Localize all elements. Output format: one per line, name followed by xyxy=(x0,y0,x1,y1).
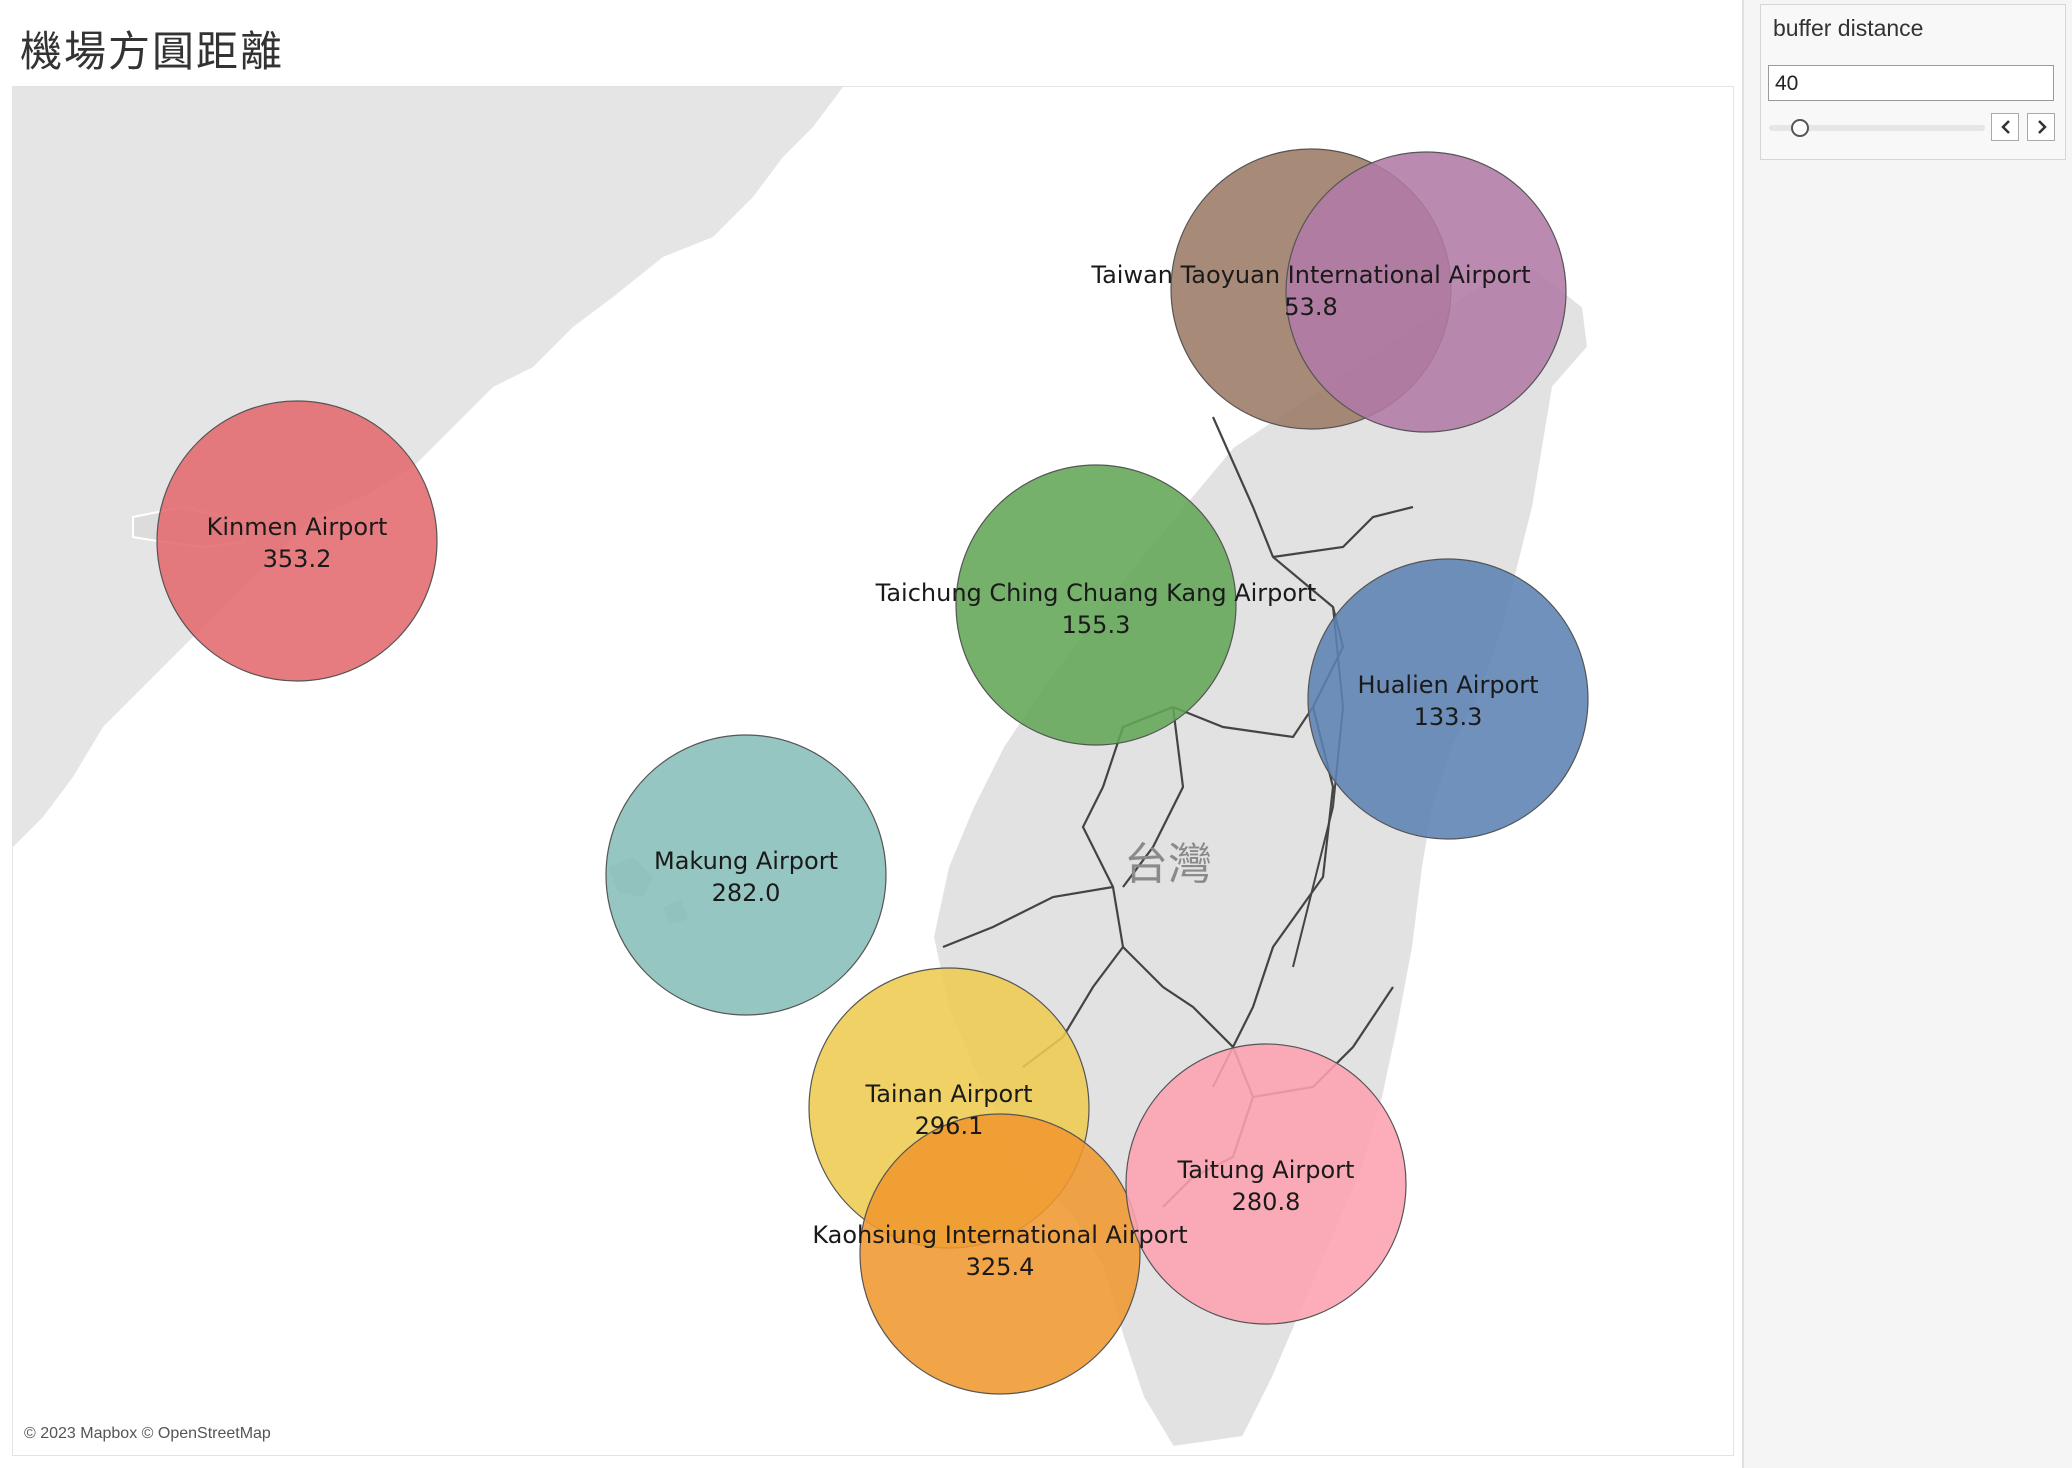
chevron-right-icon xyxy=(2038,120,2047,134)
decrease-button[interactable] xyxy=(1991,113,2019,141)
county-borders xyxy=(942,416,1414,1208)
airport-buffer-circle[interactable] xyxy=(1285,151,1567,433)
mainland-landmass xyxy=(13,87,843,847)
buffer-distance-slider-track[interactable] xyxy=(1769,125,1985,131)
parameter-panel: buffer distance 40 xyxy=(1742,0,2072,1468)
chevron-left-icon xyxy=(2001,120,2010,134)
buffer-circles xyxy=(156,148,1589,1395)
increase-button[interactable] xyxy=(2027,113,2055,141)
airport-buffer-circle[interactable] xyxy=(1307,558,1589,840)
country-label: 台灣 xyxy=(1124,839,1212,890)
airport-buffer-circle[interactable] xyxy=(1125,1043,1407,1325)
map-canvas[interactable]: 台灣 xyxy=(13,87,1733,1455)
page-title: 機場方圓距離 xyxy=(20,27,285,76)
airport-buffer-circle[interactable] xyxy=(156,400,438,682)
airport-buffer-circle[interactable] xyxy=(605,734,887,1016)
airport-buffer-circle[interactable] xyxy=(955,464,1237,746)
buffer-distance-input[interactable]: 40 xyxy=(1768,65,2054,101)
parameter-label: buffer distance xyxy=(1773,15,1924,41)
buffer-distance-control: buffer distance 40 xyxy=(1760,4,2066,160)
buffer-distance-slider-thumb[interactable] xyxy=(1791,119,1809,137)
airport-buffer-circle[interactable] xyxy=(859,1113,1141,1395)
map-credits: © 2023 Mapbox © OpenStreetMap xyxy=(24,1425,271,1442)
map-view[interactable]: 台灣 Taiwan Taoyuan International Airport 5… xyxy=(12,86,1734,1456)
